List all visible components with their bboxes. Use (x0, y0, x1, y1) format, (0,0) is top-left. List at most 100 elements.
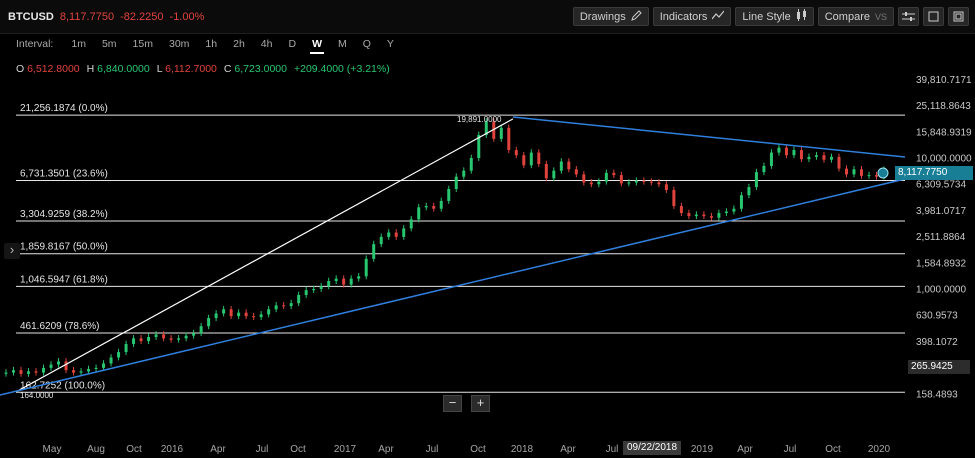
candle-body (597, 181, 601, 185)
crosshair-price-tag: 265.9425 (908, 360, 970, 374)
drawings-label: Drawings (579, 10, 626, 23)
candle-body (567, 161, 571, 170)
candle-body (537, 152, 541, 164)
compare-label: Compare (824, 10, 870, 23)
y-tick-label: 158.4893 (916, 389, 958, 400)
fib-level-label: 21,256.1874 (0.0%) (20, 103, 108, 114)
candle-body (184, 335, 188, 339)
interval-label: Interval: (16, 38, 54, 50)
candle-body (559, 161, 563, 171)
square-icon[interactable] (923, 7, 944, 26)
candle-body (642, 180, 646, 182)
candle-body (627, 182, 631, 184)
candle-body (837, 156, 841, 169)
candle-body (57, 361, 61, 365)
candle-body (432, 206, 436, 209)
candle-body (582, 174, 586, 183)
candle-body (229, 309, 233, 317)
interval-y[interactable]: Y (386, 38, 394, 50)
interval-d[interactable]: D (288, 38, 297, 50)
candle-body (87, 369, 91, 372)
x-tick-label: 2020 (868, 444, 891, 455)
line-style-button[interactable]: Line Style (735, 7, 814, 26)
candle-body (792, 150, 796, 156)
interval-5m[interactable]: 5m (101, 38, 117, 50)
interval-m[interactable]: M (338, 38, 347, 50)
y-tick-label: 15,848.9319 (916, 127, 972, 138)
candle-body (169, 338, 173, 340)
candle-body (282, 305, 286, 307)
interval-15m[interactable]: 15m (132, 38, 153, 50)
symbol-name[interactable]: BTCUSD (8, 11, 54, 23)
candle-body (274, 305, 278, 310)
candle-body (649, 181, 653, 183)
candle-body (799, 150, 803, 160)
fib-level-label: 162.7252 (100.0%) (20, 380, 105, 391)
x-tick-label: Apr (210, 444, 226, 455)
support-trendline (0, 178, 906, 396)
candle-body (672, 189, 676, 207)
x-tick-label: Oct (290, 444, 306, 455)
candle-body (874, 175, 878, 177)
candle-body (447, 188, 451, 201)
candle-body (304, 290, 308, 295)
candle-body (657, 182, 661, 185)
candle-body (64, 361, 68, 371)
zoom-out-button[interactable]: − (443, 395, 462, 412)
interval-w[interactable]: W (310, 38, 324, 54)
interval-4h[interactable]: 4h (260, 38, 273, 50)
candle-body (409, 219, 413, 229)
last-price-tag: 8,117.7750 (895, 166, 973, 180)
last-price-marker (877, 167, 889, 179)
y-tick-label: 1,584.8932 (916, 258, 966, 269)
candle-body (27, 371, 31, 374)
x-tick-label: Jul (784, 444, 797, 455)
expand-panel-icon[interactable]: › (4, 243, 20, 259)
x-tick-label: Jul (256, 444, 269, 455)
interval-1h[interactable]: 1h (205, 38, 218, 50)
x-tick-label: Apr (737, 444, 753, 455)
candle-body (462, 170, 466, 177)
interval-2h[interactable]: 2h (233, 38, 245, 50)
candle-body (529, 152, 533, 166)
low-value: 6,112.7000 (165, 63, 217, 75)
y-tick-label: 398.1072 (916, 337, 958, 348)
y-tick-label: 2,511.8864 (916, 232, 966, 243)
candle-body (469, 158, 473, 171)
fib-level-label: 6,731.3501 (23.6%) (20, 169, 108, 180)
candle-body (477, 134, 481, 158)
settings-sliders-icon[interactable] (898, 7, 919, 26)
interval-1m[interactable]: 1m (71, 38, 86, 50)
candle-body (42, 367, 46, 373)
fib-level-label: 1,046.5947 (61.8%) (20, 274, 108, 285)
candle-body (492, 121, 496, 139)
candle-body (109, 357, 113, 364)
compare-button[interactable]: Compare VS (817, 7, 894, 26)
x-tick-label: Jul (426, 444, 439, 455)
toolbar-buttons: Drawings Indicators Line Style Compare V… (572, 7, 969, 26)
candle-body (417, 207, 421, 220)
candle-body (702, 214, 706, 217)
candle-body (634, 180, 638, 183)
candle-body (342, 278, 346, 285)
indicators-button[interactable]: Indicators (652, 7, 732, 26)
y-tick-label: 6,309.5734 (916, 180, 966, 191)
low-annotation: 164.0000 (20, 391, 54, 400)
candle-body (364, 258, 368, 277)
candle-body (252, 316, 256, 318)
candle-body (297, 294, 301, 304)
fullscreen-icon[interactable] (948, 7, 969, 26)
interval-q[interactable]: Q (362, 38, 371, 50)
close-value: 6,723.0000 (234, 63, 287, 75)
zoom-in-button[interactable]: + (471, 395, 490, 412)
fib-level-label: 3,304.9259 (38.2%) (20, 209, 108, 220)
drawings-button[interactable]: Drawings (572, 7, 649, 26)
interval-bar: Interval: 1m 5m 15m 30m 1h 2h 4h D W M Q… (0, 34, 975, 54)
candle-body (852, 169, 856, 175)
interval-30m[interactable]: 30m (168, 38, 190, 50)
fib-level-label: 461.6209 (78.6%) (20, 321, 100, 332)
candle-body (424, 206, 428, 208)
candle-body (822, 155, 826, 160)
ohlc-change: +209.4000 (+3.21%) (293, 63, 390, 75)
